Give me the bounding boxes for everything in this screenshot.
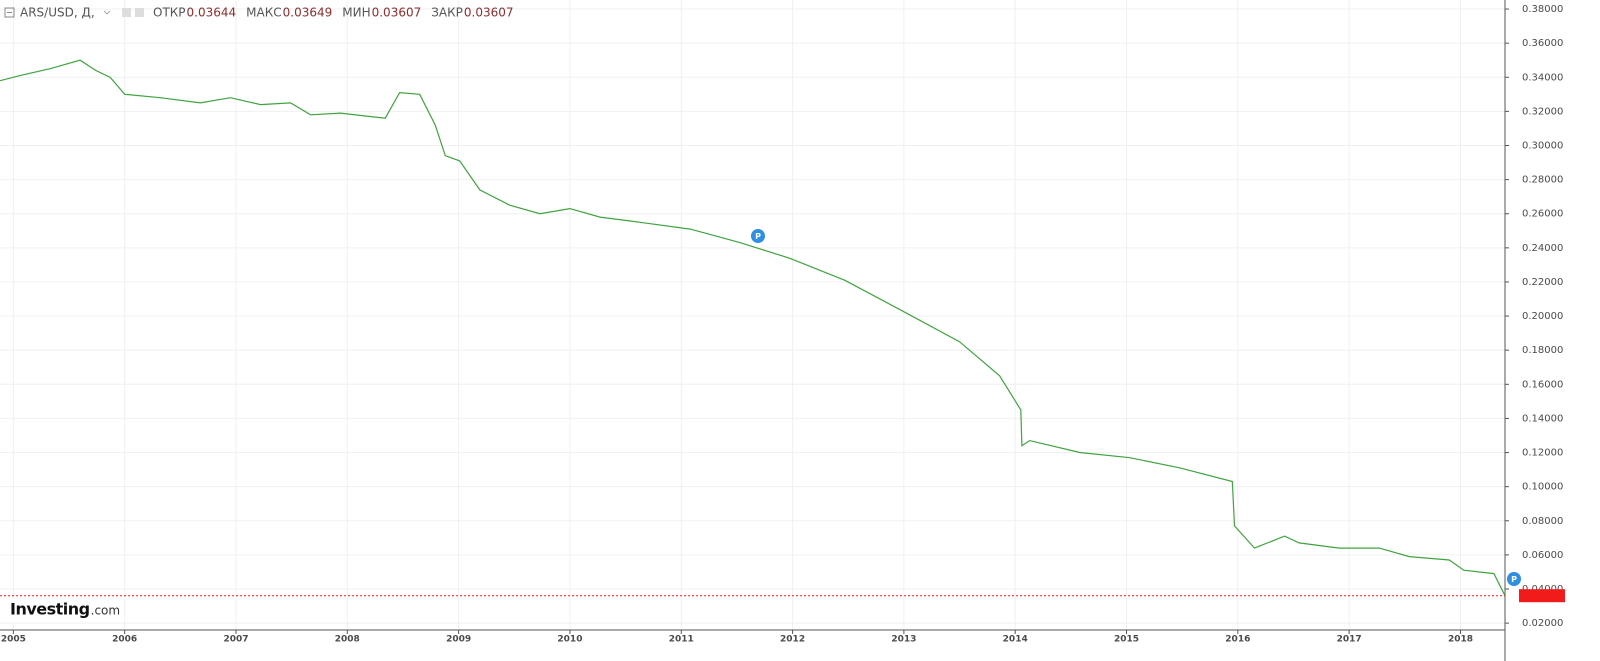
event-marker	[751, 229, 765, 243]
y-tick-label: 0.16000	[1522, 379, 1563, 390]
logo-background	[4, 598, 116, 622]
x-tick-label: 2009	[446, 635, 471, 645]
y-tick-label: 0.20000	[1522, 311, 1563, 322]
event-marker-label: P	[755, 232, 761, 241]
x-tick-label: 2005	[1, 635, 26, 645]
ohlc-label: МАКС	[246, 6, 281, 20]
logo: Investing .com	[10, 600, 120, 619]
y-tick-label: 0.36000	[1522, 38, 1563, 49]
x-tick-label: 2014	[1003, 635, 1028, 645]
price-line	[0, 59, 1506, 596]
x-tick-label: 2018	[1448, 635, 1473, 645]
x-tick-label: 2006	[112, 635, 137, 645]
y-tick-label: 0.12000	[1522, 448, 1563, 459]
event-marker-label: P	[1511, 575, 1517, 584]
y-tick-label: 0.26000	[1522, 209, 1563, 220]
x-tick-label: 2017	[1337, 635, 1362, 645]
x-tick-label: 2007	[223, 635, 248, 645]
y-tick-label: 0.08000	[1522, 516, 1563, 527]
y-tick-label: 0.14000	[1522, 413, 1563, 424]
ohlc-value: 0.03607	[372, 6, 422, 20]
logo-suffix: .com	[91, 604, 120, 618]
x-tick-label: 2011	[669, 635, 694, 645]
y-tick-label: 0.10000	[1522, 482, 1563, 493]
y-tick-label: 0.02000	[1522, 618, 1563, 629]
y-tick-label: 0.22000	[1522, 277, 1563, 288]
x-tick-label: 2008	[335, 635, 360, 645]
ohlc-label: МИН	[342, 6, 370, 20]
y-tick-label: 0.06000	[1522, 550, 1563, 561]
y-tick-label: 0.30000	[1522, 141, 1563, 152]
x-tick-label: 2012	[780, 635, 805, 645]
logo-name: Investing	[10, 600, 90, 619]
hide-icon[interactable]	[135, 8, 144, 17]
y-tick-label: 0.28000	[1522, 175, 1563, 186]
y-tick-label: 0.32000	[1522, 106, 1563, 117]
ohlc-label: ОТКР	[153, 6, 186, 20]
x-tick-label: 2015	[1114, 635, 1139, 645]
symbol: ARS/USD, Д,	[20, 6, 95, 20]
ohlc-value: 0.03607	[464, 6, 514, 20]
event-marker	[1507, 572, 1521, 586]
collapse-icon[interactable]	[4, 7, 15, 18]
y-tick-label: 0.24000	[1522, 243, 1563, 254]
ohlc-readout: ОТКР 0.03644 МАКС 0.03649 МИН 0.03607 ЗАКР 0.03…	[153, 6, 514, 20]
y-tick-label: 0.34000	[1522, 72, 1563, 83]
y-tick-label: 0.38000	[1522, 4, 1563, 15]
y-tick-label: 0.18000	[1522, 345, 1563, 356]
ohlc-label: ЗАКР	[431, 6, 463, 20]
x-tick-label: 2013	[891, 635, 916, 645]
dropdown-icon[interactable]	[103, 10, 111, 15]
settings-icon[interactable]	[122, 8, 131, 17]
ohlc-value: 0.03649	[283, 6, 333, 20]
x-tick-label: 2010	[557, 635, 582, 645]
x-tick-label: 2016	[1225, 635, 1250, 645]
ohlc-value: 0.03644	[187, 6, 237, 20]
last-price-box	[1519, 589, 1565, 603]
